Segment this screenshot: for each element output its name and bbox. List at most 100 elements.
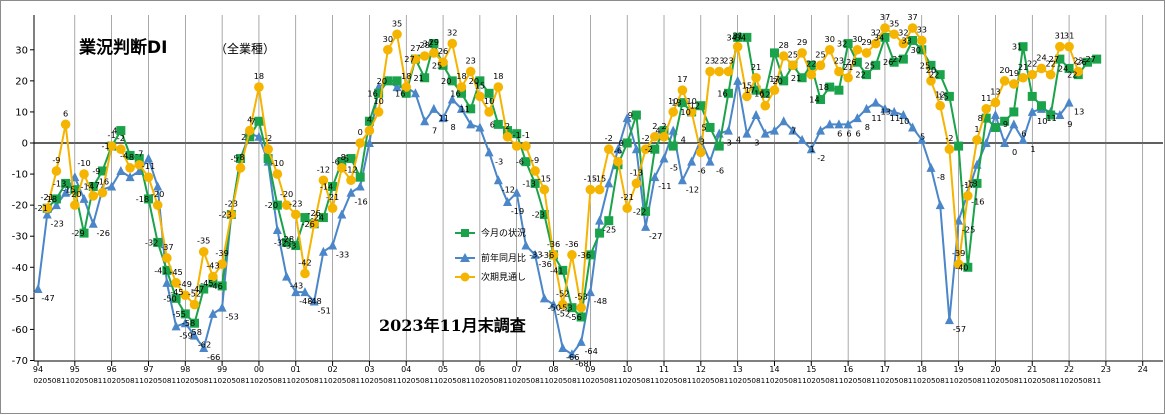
data-label: 31: [1012, 42, 1022, 52]
point-current: [272, 200, 282, 210]
data-label: -5: [230, 154, 238, 164]
point-current: [263, 154, 273, 164]
x-month-label: 11: [1018, 376, 1027, 385]
data-label: -2: [945, 133, 953, 143]
point-outlook: [88, 191, 99, 201]
point-current: [401, 88, 411, 98]
data-label: 0: [619, 138, 624, 148]
point-yoy: [852, 113, 862, 123]
data-label: 35: [392, 18, 402, 28]
point-yoy: [981, 138, 991, 147]
data-label: -6: [614, 146, 622, 156]
data-label: -1: [102, 141, 110, 151]
point-yoy: [1027, 106, 1037, 116]
data-label: 13: [881, 107, 891, 117]
data-label: 26: [438, 46, 448, 56]
data-label: -64: [584, 346, 597, 356]
point-current: [392, 76, 402, 86]
data-label: 4: [736, 135, 741, 145]
x-month-label: 02: [1064, 376, 1073, 385]
point-outlook: [1009, 79, 1019, 89]
point-yoy: [410, 88, 420, 98]
point-outlook: [640, 144, 651, 155]
point-current: [1036, 101, 1046, 111]
point-outlook: [309, 218, 319, 229]
x-month-label: 05: [43, 376, 52, 385]
data-label: -15: [584, 174, 597, 184]
point-current: [1018, 42, 1028, 52]
point-yoy: [392, 82, 402, 92]
point-outlook: [668, 107, 679, 117]
point-current: [714, 141, 724, 151]
x-month-label: 05: [669, 376, 678, 385]
point-yoy: [51, 200, 61, 210]
point-current: [852, 57, 862, 67]
data-label: 11: [871, 113, 881, 123]
x-month-label: 02: [107, 376, 116, 385]
x-month-label: 11: [61, 376, 70, 385]
data-label: -39: [215, 248, 228, 258]
data-label: 25: [815, 49, 825, 59]
point-yoy: [88, 218, 98, 228]
data-label: -12: [502, 184, 515, 194]
data-label: 16: [367, 88, 377, 98]
x-year-label: 99: [217, 365, 227, 374]
data-label: -2: [264, 133, 272, 143]
data-label: 10: [1037, 116, 1047, 126]
data-label: -10: [77, 158, 90, 168]
data-label: -41: [154, 265, 167, 275]
data-label: -9: [52, 155, 60, 165]
x-month-label: 08: [310, 376, 320, 385]
point-current: [79, 228, 89, 238]
point-yoy: [530, 249, 540, 259]
point-outlook: [714, 66, 725, 77]
point-yoy: [282, 271, 292, 281]
data-label: -33: [283, 241, 296, 251]
point-outlook: [659, 131, 669, 142]
data-label: 0: [358, 127, 363, 137]
x-year-label: 02: [327, 365, 337, 374]
x-year-label: 23: [1101, 365, 1111, 374]
point-outlook: [742, 91, 752, 102]
data-label: -27: [649, 231, 662, 241]
x-year-label: 97: [143, 365, 153, 374]
point-yoy: [576, 336, 586, 346]
x-month-label: 05: [227, 376, 236, 385]
data-label: 28: [419, 40, 429, 50]
point-current: [208, 278, 218, 288]
point-outlook: [493, 82, 504, 92]
data-label: 1: [974, 124, 979, 134]
y-tick-label: -60: [12, 325, 28, 336]
point-current: [733, 32, 743, 42]
point-current: [908, 35, 918, 45]
point-outlook: [235, 163, 246, 173]
data-label: -19: [511, 206, 524, 216]
data-label: 17: [677, 74, 687, 84]
point-outlook: [548, 250, 559, 260]
data-label: 7: [432, 125, 437, 135]
x-month-label: 02: [1028, 376, 1037, 385]
point-outlook: [290, 209, 301, 220]
x-month-label: 02: [696, 376, 705, 385]
point-outlook: [576, 302, 586, 313]
point-yoy: [558, 343, 568, 353]
x-month-label: 08: [346, 376, 356, 385]
point-outlook: [778, 51, 789, 61]
data-label: 26: [1076, 57, 1086, 67]
point-current: [659, 126, 669, 136]
point-outlook: [401, 82, 412, 92]
point-yoy: [733, 75, 743, 85]
point-current: [1055, 54, 1065, 64]
point-yoy: [125, 172, 135, 182]
point-outlook: [79, 169, 89, 179]
data-label: 7: [791, 125, 796, 135]
data-label: 10: [686, 96, 696, 106]
point-outlook: [143, 172, 154, 182]
data-label: 9: [628, 110, 633, 120]
point-current: [162, 265, 172, 275]
point-yoy: [521, 240, 531, 250]
data-label: -26: [97, 228, 110, 238]
point-yoy: [503, 197, 513, 207]
x-month-label: 11: [687, 376, 696, 385]
x-year-label: 96: [107, 365, 117, 374]
